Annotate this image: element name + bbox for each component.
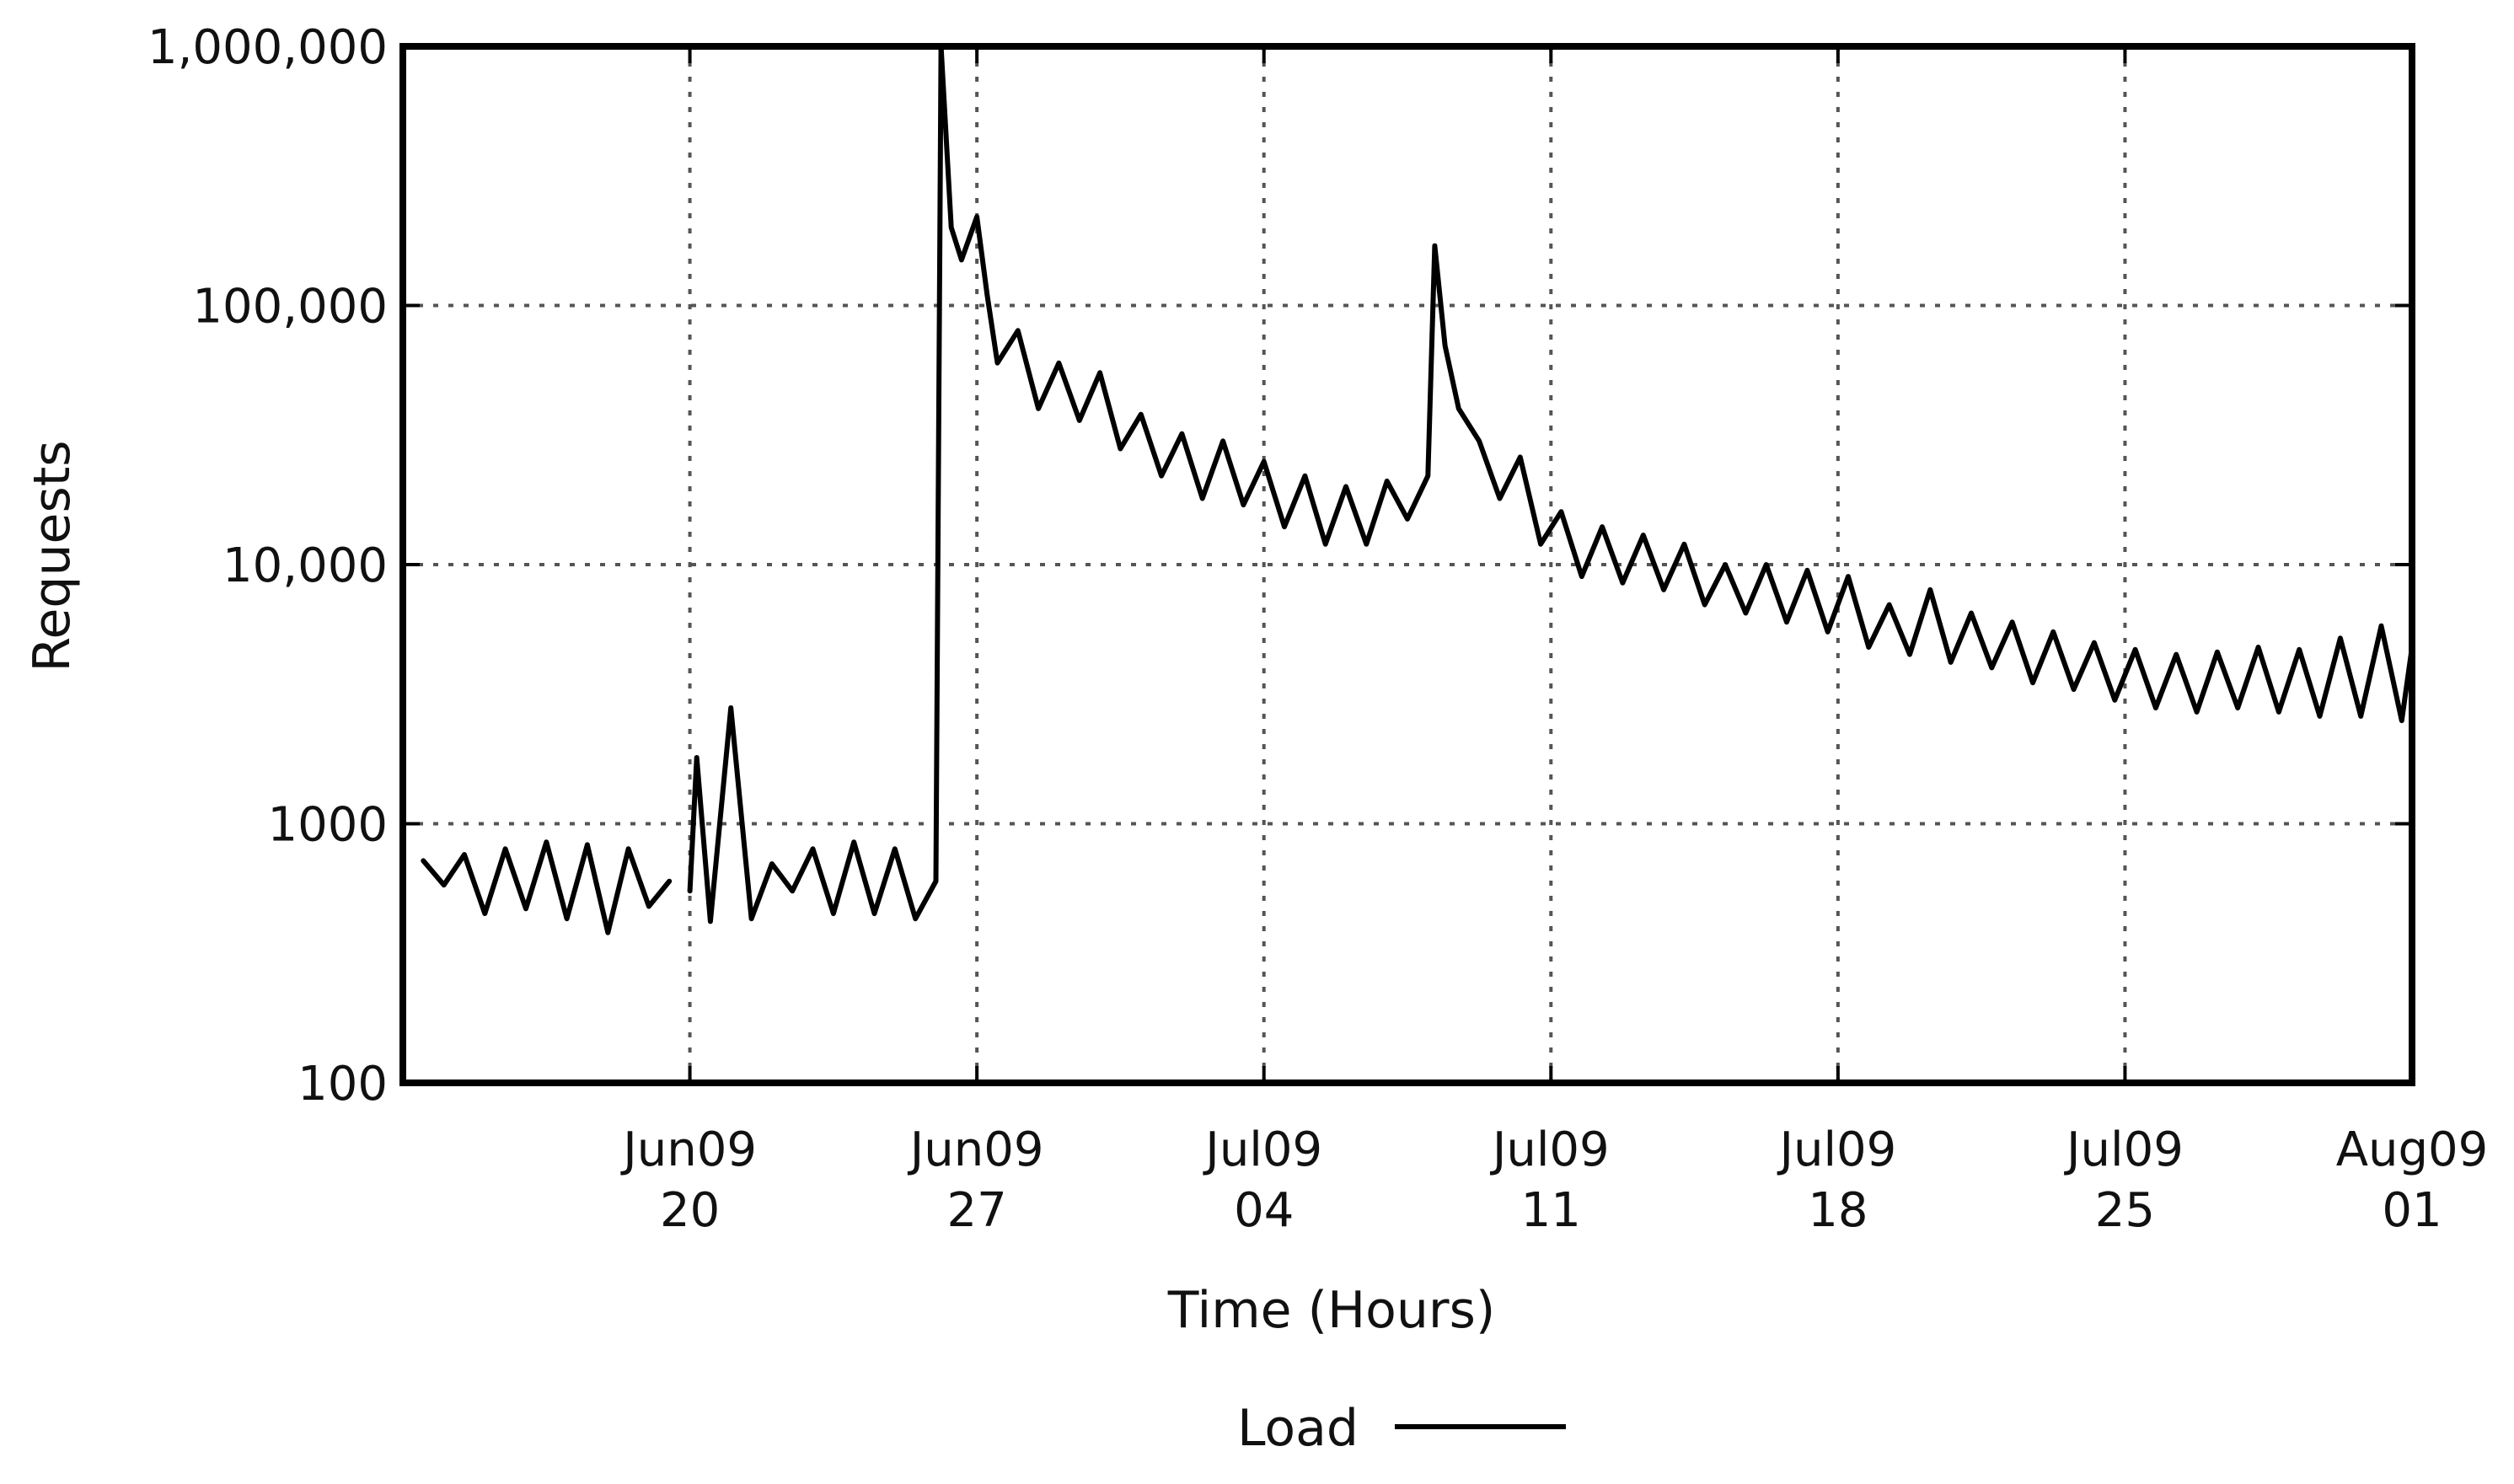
- y-axis-title: Requests: [23, 441, 82, 672]
- x-tick-label-month: Jul09: [1490, 1122, 1610, 1177]
- series-line-load: [421, 839, 673, 935]
- tick-marks: [403, 45, 2414, 1085]
- series-line-load: [938, 44, 2415, 724]
- y-tick-label: 1,000,000: [147, 20, 388, 75]
- y-tick-label: 100: [297, 1057, 388, 1112]
- x-tick-label-day: 27: [947, 1183, 1007, 1238]
- x-tick-label-month: Jun09: [620, 1122, 757, 1177]
- x-tick-label-day: 11: [1521, 1183, 1581, 1238]
- x-tick-label-month: Jun09: [908, 1122, 1044, 1177]
- x-tick-label-month: Jul09: [1203, 1122, 1322, 1177]
- x-tick-label-day: 20: [660, 1183, 720, 1238]
- x-tick-label-month: Jul09: [2064, 1122, 2184, 1177]
- legend-label-load: Load: [1237, 1399, 1359, 1458]
- y-tick-label: 1000: [267, 798, 388, 853]
- x-tick-label-day: 01: [2382, 1183, 2442, 1238]
- y-axis-tick-labels: 100 1000 10,000 100,000 1,000,000: [147, 20, 388, 1112]
- x-axis-tick-labels: Jun09 20 Jun09 27 Jul09 04 Jul09 11 Jul09 18 Jul09…: [620, 1122, 2488, 1238]
- x-tick-label-month: Aug09: [2336, 1122, 2489, 1177]
- legend: Load: [1237, 1399, 1566, 1458]
- series-line-load: [687, 44, 944, 924]
- y-tick-label: 100,000: [192, 280, 388, 335]
- series-group: [421, 44, 2415, 935]
- y-tick-label: 10,000: [222, 538, 388, 593]
- x-tick-label-day: 25: [2095, 1183, 2155, 1238]
- grid: [403, 46, 2412, 1083]
- x-tick-label-day: 18: [1808, 1183, 1868, 1238]
- x-tick-label-day: 04: [1234, 1183, 1294, 1238]
- x-axis-title: Time (Hours): [1167, 1281, 1496, 1340]
- x-tick-label-month: Jul09: [1777, 1122, 1896, 1177]
